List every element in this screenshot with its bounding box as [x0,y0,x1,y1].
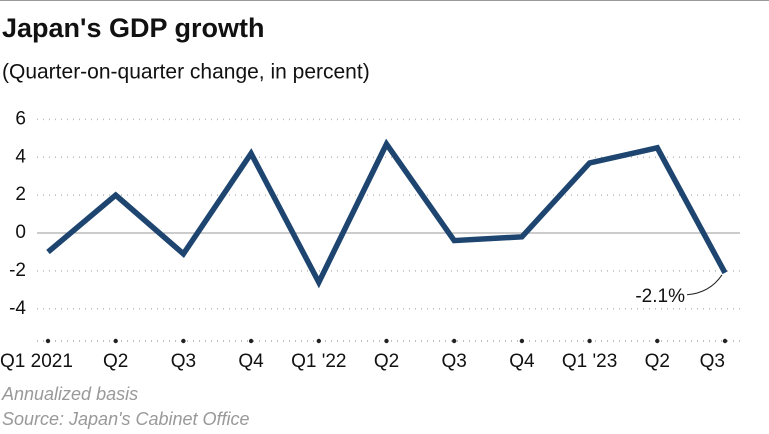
x-tick-label: Q2 [103,351,128,372]
x-tick [587,338,592,344]
x-tick [248,338,254,344]
x-tick-label: Q3 [700,351,725,372]
x-tick [45,338,51,344]
x-tick-label: Q4 [509,351,535,372]
x-tick-label: Q1 2021 [0,351,73,372]
x-tick-label: Q2 [645,351,670,372]
x-tick-label: Q2 [374,351,399,372]
source: Source: Japan's Cabinet Office [2,409,250,429]
y-tick-label: 6 [15,108,26,129]
y-tick-label: -2 [9,260,26,281]
chart-subtitle: (Quarter-on-quarter change, in percent) [2,61,370,84]
x-tick [452,338,457,344]
y-tick-label: 0 [15,222,26,243]
x-tick [316,338,321,344]
note: Annualized basis [1,384,138,404]
x-tick [655,338,660,344]
x-tick-label: Q1 '23 [562,351,617,372]
y-tick-label: -4 [9,298,26,319]
x-tick-label: Q3 [171,351,196,372]
x-tick [722,338,728,344]
x-tick [384,338,389,344]
y-tick-label: 2 [15,184,26,205]
line-series [46,138,728,289]
y-tick-label: 4 [15,146,26,167]
x-tick [181,338,186,344]
x-tick [519,338,525,344]
annotation-leader [686,274,723,296]
x-tick-label: Q4 [238,351,264,372]
x-tick-label: Q3 [442,351,467,372]
x-tick-label: Q1 '22 [291,351,346,372]
value-label: -2.1% [635,286,685,307]
x-tick [113,338,118,344]
chart-title: Japan's GDP growth [2,13,264,43]
